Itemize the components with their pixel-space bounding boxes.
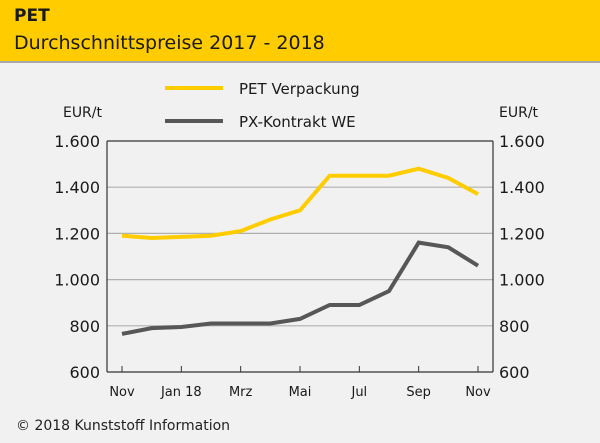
y-tick-label-left: 1.200 <box>54 224 100 243</box>
y-tick-label-right: 1.000 <box>499 271 545 290</box>
legend-label: PET Verpackung <box>239 80 360 98</box>
chart-subtitle: Durchschnittspreise 2017 - 2018 <box>14 32 325 54</box>
y-tick-label-right: 1.200 <box>499 224 545 243</box>
x-tick-label: Nov <box>109 385 135 400</box>
copyright-footer: © 2018 Kunststoff Information <box>16 418 231 434</box>
series-line-px-kontrakt-we <box>121 240 480 336</box>
x-tick-label: Mrz <box>229 385 253 400</box>
y-tick-label-right: 800 <box>499 317 530 336</box>
chart-header: PET Durchschnittspreise 2017 - 2018 <box>0 0 600 63</box>
legend-label: PX-Kontrakt WE <box>239 113 356 131</box>
y-axis-unit-left: EUR/t <box>63 105 103 121</box>
y-tick-label-left: 1.000 <box>54 271 100 290</box>
chart-title: PET <box>14 6 50 26</box>
y-tick-label-right: 1.400 <box>499 178 545 197</box>
x-tick-label: Sep <box>406 385 431 400</box>
series-line-pet-verpackung <box>121 166 479 241</box>
x-tick-label: Mai <box>289 385 312 400</box>
x-tick-label: Jan 18 <box>160 385 202 400</box>
y-tick-label-right: 600 <box>499 363 530 382</box>
y-tick-label-left: 800 <box>69 317 100 336</box>
y-tick-label-left: 1.400 <box>54 178 100 197</box>
x-tick-label: Nov <box>465 385 491 400</box>
y-tick-label-left: 600 <box>69 363 100 382</box>
y-tick-label-left: 1.600 <box>54 132 100 151</box>
y-tick-label-right: 1.600 <box>499 132 545 151</box>
y-axis-unit-right: EUR/t <box>499 105 539 121</box>
x-tick-label: Jul <box>350 385 367 400</box>
